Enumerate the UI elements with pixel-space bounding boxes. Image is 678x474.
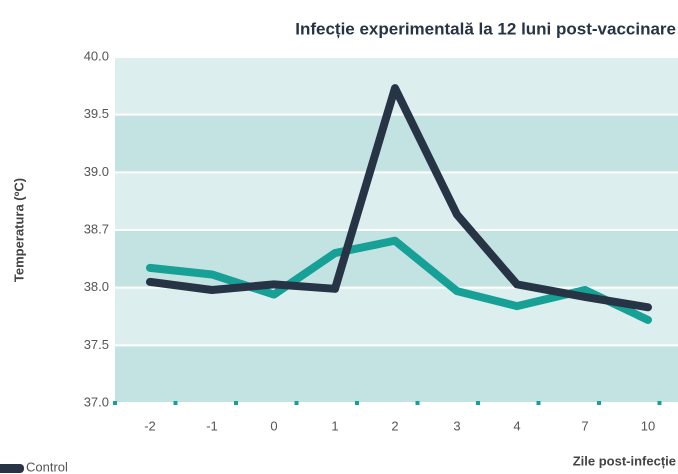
series-line xyxy=(146,84,652,312)
x-tick-label: 0 xyxy=(270,418,277,433)
x-tick-label: 7 xyxy=(581,418,588,433)
y-tick-label: 39.0 xyxy=(84,164,109,179)
y-tick-label: 38.7 xyxy=(84,221,109,236)
axis-dot xyxy=(113,401,117,405)
band xyxy=(115,114,678,173)
band xyxy=(115,172,678,230)
y-tick-label: 37.5 xyxy=(84,337,109,352)
x-tick-label: 4 xyxy=(513,418,520,433)
axis-dot xyxy=(597,401,601,405)
axis-dot xyxy=(657,401,662,405)
axis-dot xyxy=(294,401,299,405)
x-axis-label: Zile post-infecție xyxy=(573,453,676,468)
axis-dot xyxy=(173,401,178,405)
y-tick-label: 38.0 xyxy=(84,279,109,294)
x-tick-label: 1 xyxy=(331,418,338,433)
x-tick-label: 10 xyxy=(641,418,655,433)
x-tick-label: -2 xyxy=(144,418,156,433)
legend-swatch xyxy=(0,464,24,473)
y-tick-label: 37.0 xyxy=(84,394,109,409)
y-tick-label: 40.0 xyxy=(84,48,109,63)
axis-dot xyxy=(355,401,359,405)
x-tick-label: 3 xyxy=(453,418,460,433)
axis-dot xyxy=(234,401,238,405)
band xyxy=(115,345,678,403)
x-tick-label: 2 xyxy=(391,418,398,433)
axis-dot xyxy=(536,401,541,405)
x-tick-label: -1 xyxy=(206,418,218,433)
legend-label: Control xyxy=(26,459,68,474)
axis-dot xyxy=(415,401,420,405)
chart-title: Infecție experimentală la 12 luni post-v… xyxy=(295,19,676,38)
y-axis-label: Temperatura (ºC) xyxy=(11,178,26,282)
y-tick-label: 39.5 xyxy=(84,106,109,121)
axis-dot xyxy=(476,401,480,405)
